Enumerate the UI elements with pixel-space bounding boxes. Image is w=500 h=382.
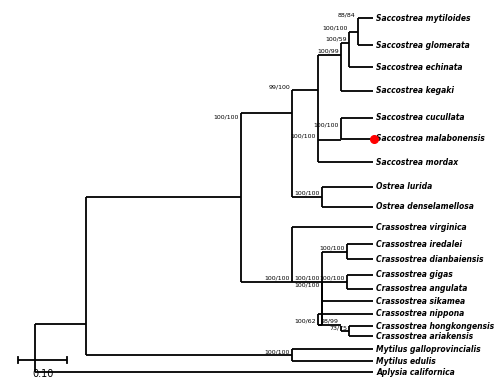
Text: Crassostrea sikamea: Crassostrea sikamea [376, 297, 466, 306]
Text: 100/100: 100/100 [290, 134, 316, 139]
Text: Aplysia californica: Aplysia californica [376, 368, 455, 377]
Text: 100/100: 100/100 [322, 26, 347, 31]
Text: 100/100: 100/100 [320, 246, 345, 251]
Text: 0.10: 0.10 [32, 369, 54, 379]
Text: 100/100: 100/100 [264, 349, 290, 354]
Text: Crassostrea dianbaiensis: Crassostrea dianbaiensis [376, 255, 484, 264]
Text: Crassostrea hongkongensis: Crassostrea hongkongensis [376, 322, 494, 330]
Text: 100/100: 100/100 [294, 276, 320, 281]
Text: Ostrea denselamellosa: Ostrea denselamellosa [376, 202, 474, 211]
Text: 88/84: 88/84 [338, 12, 356, 17]
Text: 99/100: 99/100 [268, 84, 290, 89]
Text: Saccostrea glomerata: Saccostrea glomerata [376, 40, 470, 50]
Text: Crassostrea ariakensis: Crassostrea ariakensis [376, 332, 474, 341]
Text: Saccostrea malabonensis: Saccostrea malabonensis [376, 134, 485, 143]
Text: Saccostrea mytiloides: Saccostrea mytiloides [376, 14, 470, 23]
Text: 100/100: 100/100 [320, 275, 345, 280]
Text: Ostrea lurida: Ostrea lurida [376, 183, 432, 191]
Text: 100/100: 100/100 [214, 115, 239, 120]
Text: 100/99: 100/99 [317, 49, 339, 53]
Text: 100/62: 100/62 [294, 319, 316, 324]
Text: 100/59: 100/59 [326, 37, 347, 42]
Text: Crassostrea angulata: Crassostrea angulata [376, 284, 468, 293]
Text: Crassostrea virginica: Crassostrea virginica [376, 223, 467, 232]
Text: Crassostrea nippona: Crassostrea nippona [376, 309, 464, 318]
Text: 100/100: 100/100 [264, 276, 290, 281]
Text: 100/100: 100/100 [314, 122, 339, 127]
Text: 100/100: 100/100 [294, 282, 320, 287]
Text: Saccostrea kegaki: Saccostrea kegaki [376, 86, 454, 96]
Text: Crassostrea iredalei: Crassostrea iredalei [376, 240, 462, 249]
Text: Saccostrea cucullata: Saccostrea cucullata [376, 113, 464, 122]
Text: Crassostrea gigas: Crassostrea gigas [376, 270, 453, 279]
Text: Mytilus edulis: Mytilus edulis [376, 357, 436, 366]
Text: 73/75: 73/75 [330, 325, 347, 330]
Text: Saccostrea mordax: Saccostrea mordax [376, 157, 458, 167]
Text: 100/100: 100/100 [294, 191, 320, 196]
Text: Mytilus galloprovincialis: Mytilus galloprovincialis [376, 345, 481, 354]
Text: 98/99: 98/99 [321, 319, 339, 324]
Text: Saccostrea echinata: Saccostrea echinata [376, 63, 462, 71]
